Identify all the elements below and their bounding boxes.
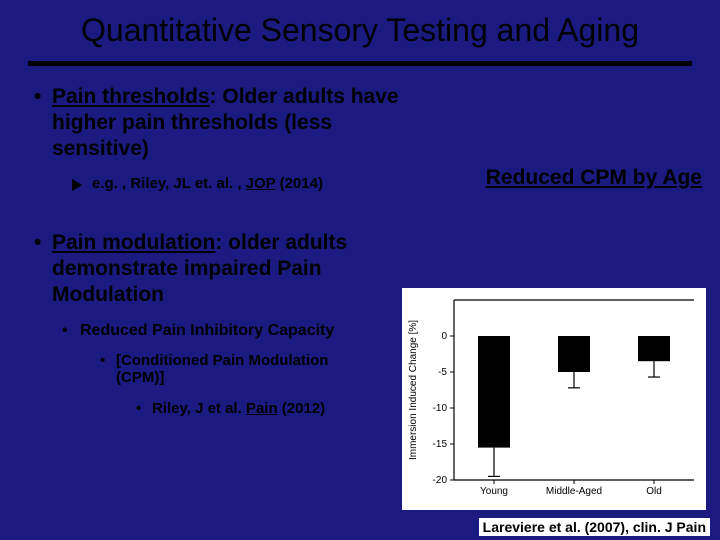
ref2-prefix: Riley, J et al. xyxy=(152,400,246,417)
svg-text:0: 0 xyxy=(441,331,447,342)
svg-text:Middle-Aged: Middle-Aged xyxy=(546,486,602,497)
svg-text:-5: -5 xyxy=(438,367,447,378)
svg-text:Young: Young xyxy=(480,486,508,497)
chart-svg: -20 -15 -10 -5 0 Immersion Induced Change [%]… xyxy=(402,288,706,510)
svg-text:-10: -10 xyxy=(433,403,448,414)
title-underline xyxy=(28,61,692,66)
sub-cpm: [Conditioned Pain Modulation (CPM)] xyxy=(100,352,380,386)
ref1-journal: JOP xyxy=(246,175,276,192)
ref2-year: (2012) xyxy=(278,400,326,417)
svg-text:-15: -15 xyxy=(433,439,448,450)
ref1-year: (2014) xyxy=(275,175,323,192)
svg-text:Old: Old xyxy=(646,486,662,497)
ref1-prefix: e.g. , Riley, JL et. al. , xyxy=(92,175,246,192)
chart-title: Reduced CPM by Age xyxy=(486,166,702,190)
bullet1-lead: Pain thresholds xyxy=(52,85,210,108)
svg-text:Immersion Induced Change [%]: Immersion Induced Change [%] xyxy=(408,320,419,460)
cpm-chart: -20 -15 -10 -5 0 Immersion Induced Change [%]… xyxy=(402,288,706,510)
bullet-pain-modulation: Pain modulation: older adults demonstrat… xyxy=(34,230,382,309)
bullet2-lead: Pain modulation xyxy=(52,231,215,254)
bullet-pain-thresholds: Pain thresholds: Older adults have highe… xyxy=(34,84,422,163)
ref2-journal: Pain xyxy=(246,400,278,417)
slide-title: Quantitative Sensory Testing and Aging xyxy=(0,0,720,57)
svg-text:-20: -20 xyxy=(433,475,448,486)
citation: Lareviere et al. (2007), clin. J Pain xyxy=(479,518,710,536)
